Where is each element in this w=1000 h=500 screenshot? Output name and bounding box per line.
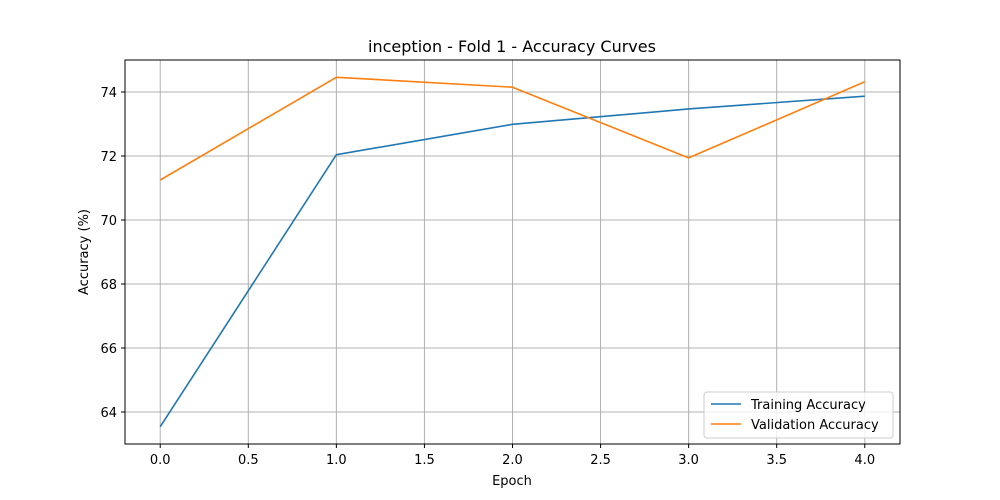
validation-accuracy-line [159,76,866,181]
x-axis-label: Epoch [492,474,532,489]
legend-label-training-accuracy: Training Accuracy [750,398,866,413]
y-tick-label: 66 [100,342,117,357]
x-tick-label: 2.5 [590,453,611,468]
legend-box [703,391,894,439]
x-tick-label: 4.0 [854,453,875,468]
y-tick-label: 64 [100,406,117,421]
x-tick-label: 2.0 [502,453,523,468]
legend: Training Accuracy Validation Accuracy [703,391,894,439]
chart-title: inception - Fold 1 - Accuracy Curves [368,37,656,56]
x-tick-label: 1.5 [414,453,435,468]
y-tick-label: 70 [100,214,117,229]
y-tick-label: 74 [100,86,117,101]
y-tick-label: 68 [100,278,117,293]
x-tick-label: 0.5 [238,453,259,468]
x-tick-label: 1.0 [326,453,347,468]
x-tick-label: 3.5 [766,453,787,468]
legend-label-validation-accuracy: Validation Accuracy [751,418,879,433]
x-tick-label: 0.0 [150,453,171,468]
y-axis-label: Accuracy (%) [77,209,92,295]
tick-layer: 0.0 0.5 1.0 1.5 2.0 2.5 3.0 3.5 4.0 64 66 68 70 72 74 [100,86,875,468]
series-layer [159,76,866,428]
training-accuracy-line [159,95,865,428]
x-tick-label: 3.0 [678,453,699,468]
y-tick-label: 72 [100,150,117,165]
